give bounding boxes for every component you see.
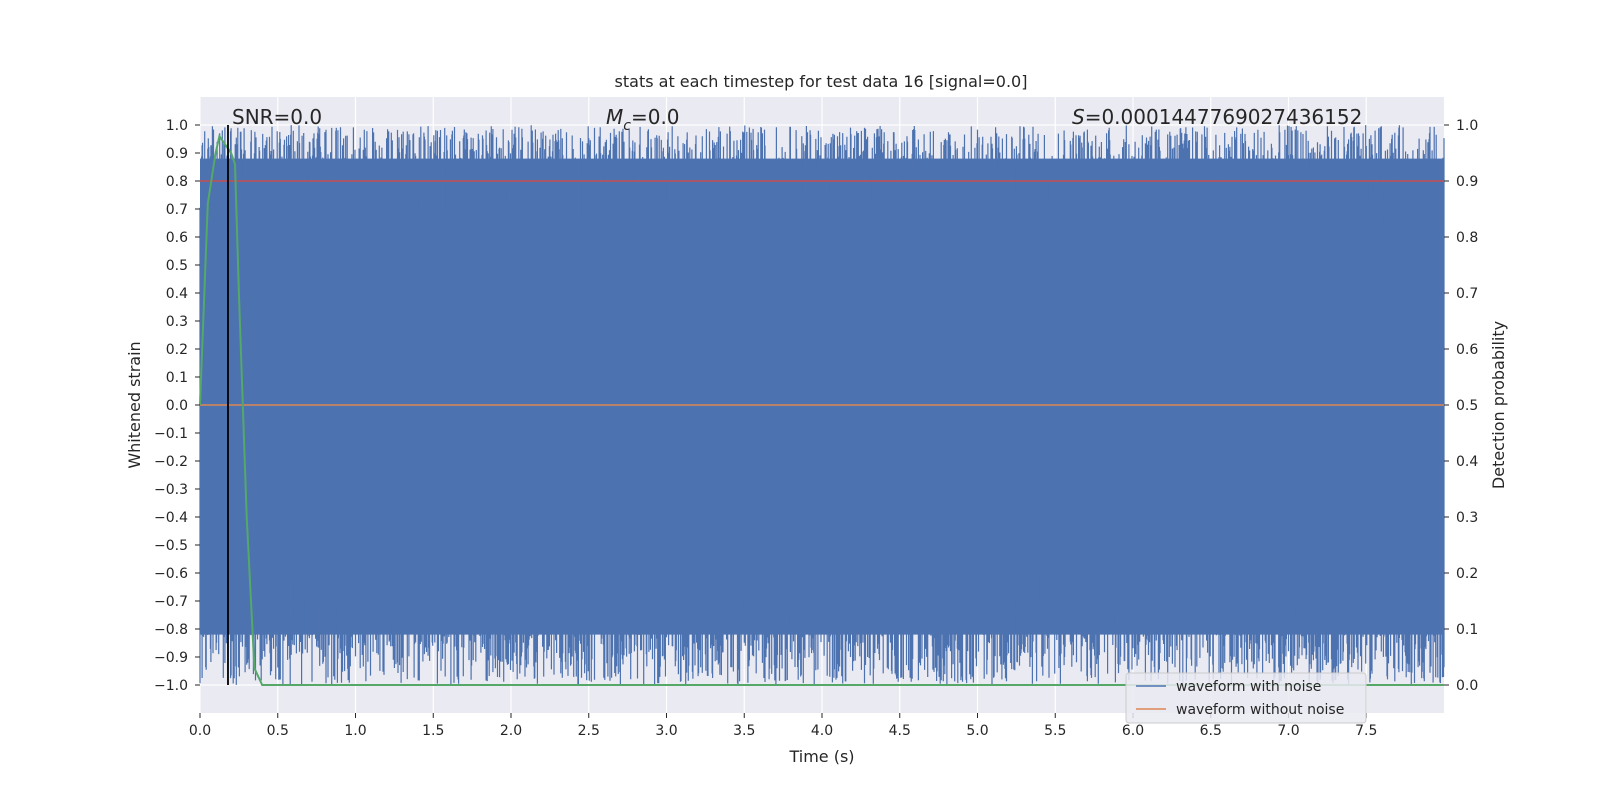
y-right-axis-ticks: 1.0 0.9 0.8 0.7 0.6 0.5 0.4 0.3 0.2 0.1 0.0 bbox=[1444, 118, 1478, 694]
y-right-tick-label-10: 0.0 bbox=[1456, 678, 1478, 694]
y-left-tick-label-6: 0.4 bbox=[166, 286, 188, 302]
y-left-tick-label-10: 0.0 bbox=[166, 398, 188, 414]
y-right-tick-label-4: 0.6 bbox=[1456, 342, 1478, 358]
detection-probability-line bbox=[199, 133, 1444, 686]
y-right-tick-label-1: 0.9 bbox=[1456, 174, 1478, 190]
x-tick-label-0: 0.0 bbox=[189, 723, 211, 739]
y-right-tick-label-7: 0.3 bbox=[1456, 510, 1478, 526]
y-right-tick-label-6: 0.4 bbox=[1456, 454, 1478, 470]
x-tick-label-13: 6.5 bbox=[1200, 723, 1222, 739]
noise-trace bbox=[199, 125, 1445, 685]
x-tick-label-7: 3.5 bbox=[733, 723, 755, 739]
y-right-tick-label-5: 0.5 bbox=[1456, 398, 1478, 414]
legend-label-noise: waveform with noise bbox=[1176, 679, 1321, 695]
x-tick-label-14: 7.0 bbox=[1277, 723, 1299, 739]
mc-value: =0.0 bbox=[631, 105, 680, 129]
y-left-tick-label-7: 0.3 bbox=[166, 314, 188, 330]
s-statistic-annotation: S=0.0001447769027436152 bbox=[1072, 105, 1362, 129]
y-left-tick-label-18: −0.8 bbox=[154, 622, 188, 638]
y-right-tick-label-2: 0.8 bbox=[1456, 230, 1478, 246]
x-tick-label-5: 2.5 bbox=[578, 723, 600, 739]
mc-subscript: c bbox=[623, 118, 631, 134]
y-left-tick-label-19: −0.9 bbox=[154, 650, 188, 666]
y-left-axis-ticks: 1.0 0.9 0.8 0.7 0.6 0.5 0.4 0.3 0.2 0.1 0.0 −0.1 −0.… bbox=[154, 118, 200, 694]
y-right-tick-label-8: 0.2 bbox=[1456, 566, 1478, 582]
y-left-tick-label-17: −0.7 bbox=[154, 594, 188, 610]
x-tick-label-2: 1.0 bbox=[344, 723, 366, 739]
legend: waveform with noise waveform without noi… bbox=[1125, 672, 1367, 724]
y-right-tick-label-9: 0.1 bbox=[1456, 622, 1478, 638]
x-axis-label: Time (s) bbox=[788, 747, 854, 766]
y-left-tick-label-0: 1.0 bbox=[166, 118, 188, 134]
x-tick-label-12: 6.0 bbox=[1122, 723, 1144, 739]
legend-box bbox=[1125, 672, 1367, 724]
y-left-axis-label: Whitened strain bbox=[125, 341, 144, 468]
y-left-tick-label-20: −1.0 bbox=[154, 678, 188, 694]
s-value: =0.0001447769027436152 bbox=[1085, 105, 1363, 129]
y-left-tick-label-2: 0.8 bbox=[166, 174, 188, 190]
snr-annotation: SNR=0.0 bbox=[232, 105, 322, 129]
y-left-tick-label-4: 0.6 bbox=[166, 230, 188, 246]
y-right-tick-label-0: 1.0 bbox=[1456, 118, 1478, 134]
x-tick-label-8: 4.0 bbox=[811, 723, 833, 739]
x-tick-label-1: 0.5 bbox=[267, 723, 289, 739]
x-tick-label-10: 5.0 bbox=[966, 723, 988, 739]
legend-label-clean: waveform without noise bbox=[1176, 702, 1344, 718]
waveform-with-noise-line bbox=[199, 125, 1445, 685]
y-right-tick-label-3: 0.7 bbox=[1456, 286, 1478, 302]
y-left-tick-label-15: −0.5 bbox=[154, 538, 188, 554]
chirp-mass-annotation: Mc=0.0 bbox=[606, 105, 680, 134]
y-left-tick-label-13: −0.3 bbox=[154, 482, 188, 498]
x-tick-label-15: 7.5 bbox=[1355, 723, 1377, 739]
x-tick-label-11: 5.5 bbox=[1044, 723, 1066, 739]
y-left-tick-label-16: −0.6 bbox=[154, 566, 188, 582]
y-right-axis-label: Detection probability bbox=[1489, 321, 1508, 489]
y-left-tick-label-5: 0.5 bbox=[166, 258, 188, 274]
y-left-tick-label-9: 0.1 bbox=[166, 370, 188, 386]
y-left-tick-label-3: 0.7 bbox=[166, 202, 188, 218]
x-tick-label-6: 3.0 bbox=[655, 723, 677, 739]
s-symbol: S bbox=[1072, 105, 1085, 129]
y-left-tick-label-14: −0.4 bbox=[154, 510, 188, 526]
y-left-tick-label-11: −0.1 bbox=[154, 426, 188, 442]
y-left-tick-label-8: 0.2 bbox=[166, 342, 188, 358]
y-left-tick-label-12: −0.2 bbox=[154, 454, 188, 470]
x-tick-label-4: 2.0 bbox=[500, 723, 522, 739]
x-tick-label-3: 1.5 bbox=[422, 723, 444, 739]
y-left-tick-label-1: 0.9 bbox=[166, 146, 188, 162]
x-tick-label-9: 4.5 bbox=[889, 723, 911, 739]
mc-symbol: M bbox=[606, 105, 623, 129]
x-axis-ticks: 0.0 0.5 1.0 1.5 2.0 2.5 3.0 3.5 4.0 4.5 5.0 5.5 6.0 6… bbox=[189, 713, 1377, 739]
chart-title: stats at each timestep for test data 16 … bbox=[615, 72, 1028, 91]
